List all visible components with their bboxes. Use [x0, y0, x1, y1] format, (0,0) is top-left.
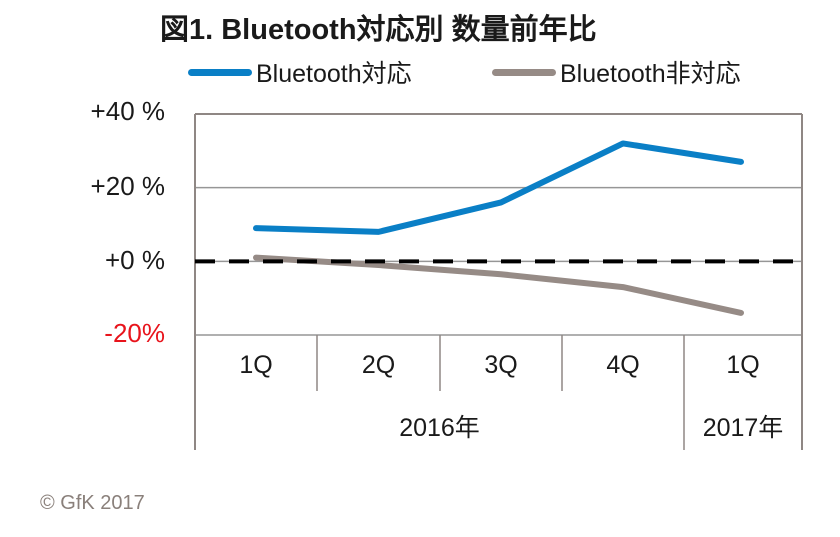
series-lines	[195, 140, 802, 316]
gridlines	[194, 113, 803, 450]
legend-swatch-blue-line-icon	[188, 68, 252, 76]
legend-swatch-gray-line-icon	[492, 68, 556, 76]
legend-item-bluetooth: Bluetooth対応	[188, 54, 412, 90]
x-category-label: 1Q	[726, 351, 760, 379]
y-tick-label: +0 %	[105, 245, 165, 275]
legend-label: Bluetooth対応	[256, 60, 412, 88]
copyright-text: © GfK 2017	[40, 492, 145, 514]
x-category-label: 3Q	[484, 351, 518, 379]
series-line-non-bluetooth	[253, 254, 744, 316]
x-group-label-2016: 2016年	[399, 414, 480, 442]
y-tick-label: +20 %	[90, 171, 165, 201]
x-category-label: 4Q	[606, 351, 640, 379]
series-line-bluetooth	[253, 140, 744, 235]
x-group-label-2017: 2017年	[702, 414, 784, 442]
legend-item-non-bluetooth: Bluetooth非対応	[492, 54, 741, 90]
legend-label: Bluetooth非対応	[560, 60, 741, 88]
y-tick-label: +40 %	[90, 96, 165, 126]
x-category-label: 2Q	[361, 351, 396, 379]
legend: Bluetooth対応 Bluetooth非対応	[0, 52, 840, 92]
x-category-label: 1Q	[239, 351, 273, 379]
chart-title: 図1. Bluetooth対応別 数量前年比	[160, 14, 597, 46]
y-tick-label-negative: -20%	[104, 318, 165, 348]
